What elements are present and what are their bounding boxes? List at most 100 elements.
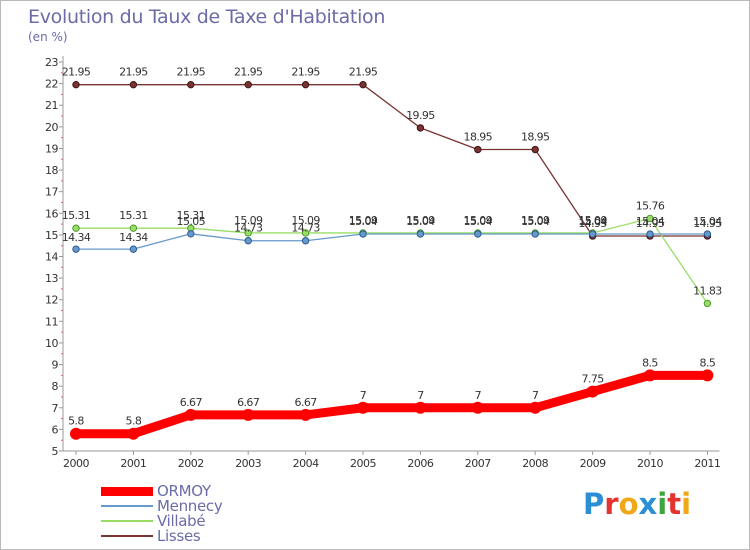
data-point bbox=[72, 224, 80, 232]
logo-letter: P bbox=[583, 487, 605, 521]
data-label: 18.95 bbox=[521, 131, 550, 144]
data-label: 15.09 bbox=[521, 214, 550, 227]
data-labels: 5.8 5.8 6.67 6.67 6.67 7 7 7 7 7.75 8.5 8.5 14.34 14.… bbox=[62, 66, 723, 428]
x-tick-label: 2000 bbox=[63, 457, 89, 470]
data-point bbox=[72, 80, 80, 89]
legend-swatch bbox=[101, 535, 153, 537]
data-label: 15.04 bbox=[636, 215, 665, 228]
chart-axes: 5 6 7 8 9 10 11 12 13 14 15 16 17 18 19 20 21 22 23 2000 200… bbox=[45, 56, 721, 470]
data-label: 14.34 bbox=[119, 231, 148, 244]
data-point bbox=[129, 80, 138, 89]
data-label: 15.09 bbox=[406, 214, 435, 227]
data-label: 15.09 bbox=[349, 214, 378, 227]
data-label: 21.95 bbox=[349, 66, 378, 79]
x-tick-label: 2001 bbox=[120, 457, 146, 470]
data-label: 15.04 bbox=[406, 215, 435, 228]
data-label: 15.09 bbox=[234, 214, 263, 227]
x-tick-label: 2011 bbox=[694, 457, 720, 470]
data-point bbox=[242, 408, 255, 421]
x-tick-label: 2005 bbox=[350, 457, 376, 470]
data-point bbox=[586, 385, 599, 398]
data-label: 14.73 bbox=[291, 222, 320, 235]
data-label: 6.67 bbox=[295, 396, 318, 409]
x-tick-label: 2008 bbox=[522, 457, 548, 470]
y-tick-label: 5 bbox=[52, 445, 59, 458]
series-line-mennecy bbox=[75, 233, 709, 250]
legend-swatch bbox=[101, 487, 153, 496]
logo-letter: i bbox=[657, 487, 668, 521]
y-tick-label: 22 bbox=[45, 78, 58, 91]
data-label: 5.8 bbox=[68, 415, 84, 428]
data-point bbox=[187, 230, 195, 238]
y-tick-label: 11 bbox=[45, 315, 58, 328]
data-point bbox=[72, 245, 80, 253]
data-point bbox=[416, 230, 425, 238]
data-label: 7 bbox=[532, 389, 539, 402]
logo-letter: i bbox=[681, 487, 692, 521]
data-point bbox=[244, 229, 252, 237]
data-point bbox=[127, 427, 140, 440]
series-line-ormoy bbox=[71, 370, 712, 439]
data-label: 14.34 bbox=[62, 231, 91, 244]
data-label: 5.8 bbox=[126, 415, 142, 428]
x-tick-label: 2002 bbox=[178, 457, 204, 470]
series-line-lisses bbox=[75, 84, 709, 237]
data-point bbox=[474, 230, 482, 238]
data-point bbox=[184, 408, 197, 421]
data-point bbox=[301, 229, 310, 237]
y-tick-label: 12 bbox=[45, 294, 58, 307]
y-tick-label: 13 bbox=[45, 272, 58, 285]
data-point bbox=[299, 408, 312, 421]
data-label: 21.95 bbox=[62, 66, 91, 79]
data-point bbox=[129, 224, 138, 232]
data-point bbox=[531, 230, 539, 238]
legend-swatch bbox=[101, 520, 153, 522]
data-point bbox=[301, 80, 310, 89]
data-label: 6.67 bbox=[180, 396, 203, 409]
data-label: 7 bbox=[360, 389, 367, 402]
data-label: 8.5 bbox=[700, 356, 716, 369]
data-point bbox=[187, 80, 195, 89]
data-label: 15.04 bbox=[521, 215, 550, 228]
data-label: 15.31 bbox=[119, 209, 148, 222]
data-point bbox=[588, 230, 597, 238]
data-point bbox=[357, 401, 369, 414]
x-tick-label: 2006 bbox=[407, 457, 433, 470]
y-tick-label: 10 bbox=[45, 337, 58, 350]
chart-title: Evolution du Taux de Taxe d'Habitation bbox=[28, 6, 386, 28]
data-point bbox=[301, 237, 310, 245]
data-label: 14.95 bbox=[636, 217, 665, 230]
legend-swatch bbox=[101, 505, 153, 507]
data-point bbox=[644, 369, 656, 382]
x-tick-label: 2010 bbox=[637, 457, 663, 470]
data-label: 6.67 bbox=[237, 396, 260, 409]
data-label: 15.05 bbox=[177, 215, 206, 228]
x-tick-label: 2004 bbox=[293, 457, 319, 470]
y-tick-label: 7 bbox=[52, 402, 59, 415]
logo-letter: t bbox=[667, 487, 682, 521]
y-tick-label: 14 bbox=[45, 251, 58, 264]
data-label: 15.09 bbox=[464, 214, 493, 227]
data-point bbox=[359, 80, 367, 89]
y-tick-label: 9 bbox=[52, 359, 59, 372]
data-label: 15.76 bbox=[636, 199, 665, 212]
data-point bbox=[703, 230, 712, 238]
x-tick-label: 2009 bbox=[580, 457, 606, 470]
data-point bbox=[531, 145, 539, 154]
data-label: 21.95 bbox=[234, 66, 263, 79]
data-point bbox=[646, 230, 654, 238]
y-tick-label: 16 bbox=[45, 207, 58, 220]
data-label: 14.73 bbox=[234, 222, 263, 235]
legend-label: Villabé bbox=[157, 512, 206, 530]
y-tick-label: 15 bbox=[45, 229, 58, 242]
series-line-villabé bbox=[75, 217, 709, 305]
data-label: 8.5 bbox=[642, 356, 658, 369]
chart-subtitle: (en %) bbox=[28, 30, 68, 44]
data-point bbox=[70, 427, 82, 440]
legend-label: Lisses bbox=[157, 527, 201, 545]
data-label: 14.95 bbox=[693, 217, 722, 230]
y-tick-label: 23 bbox=[45, 56, 58, 69]
data-label: 18.95 bbox=[464, 131, 493, 144]
data-label: 7.75 bbox=[582, 373, 605, 386]
